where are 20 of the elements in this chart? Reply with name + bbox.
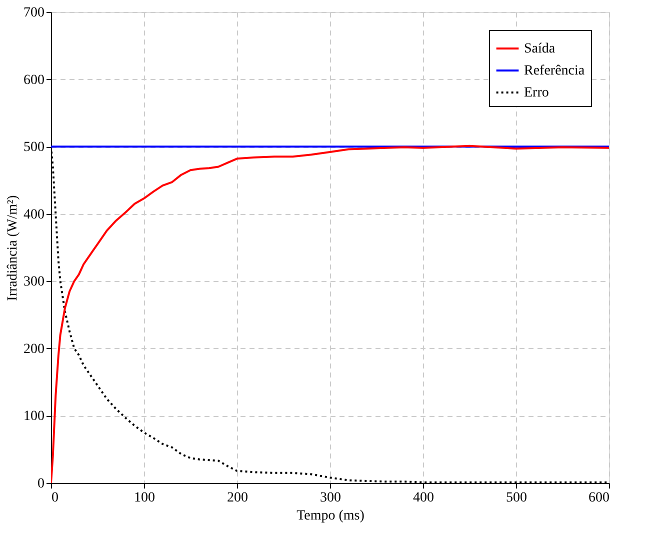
legend-label: Erro: [524, 86, 549, 100]
y-tick-label: 300: [24, 274, 44, 290]
x-tick-label: 400: [413, 490, 434, 506]
x-tick-label: 100: [134, 490, 155, 506]
y-axis-title: Irradiância (W/m²): [6, 194, 20, 301]
y-tick-label: 700: [24, 6, 44, 20]
y-tick-label: 400: [24, 207, 44, 222]
y-tick-label: 500: [24, 140, 44, 156]
y-tick-label: 600: [24, 72, 44, 88]
y-tick-label: 100: [24, 409, 44, 424]
x-tick-label: 500: [506, 490, 527, 506]
y-tick-label: 200: [24, 342, 44, 357]
x-tick-label: 600: [588, 490, 610, 506]
x-axis-title: Tempo (ms): [296, 508, 365, 524]
x-tick-label: 300: [320, 490, 341, 506]
legend-label: Referência: [524, 64, 586, 78]
x-tick-label: 0: [52, 490, 58, 506]
legend-label: Saída: [524, 42, 556, 56]
y-tick-label: 0: [38, 476, 44, 492]
x-tick-label: 200: [227, 490, 248, 506]
